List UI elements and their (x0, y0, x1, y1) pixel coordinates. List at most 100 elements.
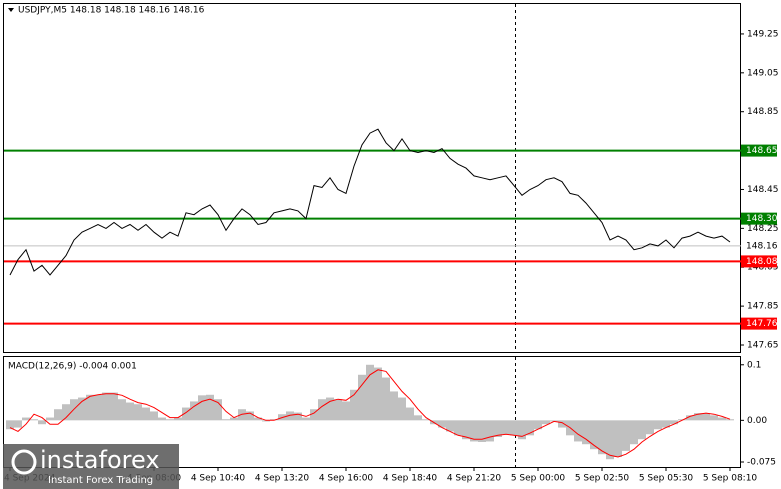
histogram-bar (406, 407, 414, 421)
histogram-bar (246, 411, 254, 421)
histogram-bar (614, 420, 622, 457)
histogram-bar (222, 419, 230, 421)
price-panel (3, 3, 741, 353)
level-label-box (741, 144, 777, 157)
histogram-bar (30, 419, 38, 421)
watermark-logo (11, 449, 37, 475)
symbol-icon (8, 8, 14, 12)
x-tick-label: 5 Sep 05:30 (639, 474, 694, 484)
histogram-bar (718, 417, 726, 421)
histogram-bar (478, 420, 486, 442)
y-tick-label: -0.075 (747, 458, 776, 468)
histogram-bar (6, 420, 14, 430)
histogram-bar (526, 420, 534, 436)
histogram-bar (334, 399, 342, 421)
histogram-bar (382, 377, 390, 421)
y-tick-label: 149.25 (747, 29, 779, 39)
histogram-bar (510, 420, 518, 436)
histogram-bar (422, 419, 430, 421)
y-tick-label: 148.85 (747, 107, 779, 117)
level-label: 148.16 (746, 241, 778, 251)
histogram-bar (62, 404, 70, 421)
histogram-bar (654, 420, 662, 430)
histogram-bar (38, 420, 46, 425)
histogram-bar (286, 411, 294, 421)
histogram-bar (190, 401, 198, 421)
histogram-bar (46, 417, 54, 421)
price-line (9, 128, 731, 276)
histogram-bar (574, 420, 582, 442)
macd-panel (3, 356, 741, 468)
histogram-bar (366, 364, 374, 421)
histogram-bar (94, 394, 102, 421)
level-label: 148.08 (746, 257, 778, 267)
histogram-bar (142, 407, 150, 421)
histogram-bar (622, 420, 630, 451)
x-tick-label: 5 Sep 08:10 (703, 474, 758, 484)
histogram-bar (166, 419, 174, 421)
histogram-bar (126, 402, 134, 421)
y-tick-label: 148.05 (747, 263, 779, 273)
histogram-bar (302, 417, 310, 421)
histogram-bar (134, 404, 142, 421)
x-tick-label: 4 Sep 10:40 (191, 474, 246, 484)
histogram-bar (318, 399, 326, 421)
level-label-box (741, 255, 777, 268)
histogram-bar (254, 417, 262, 421)
histogram-bar (110, 392, 118, 421)
histogram-bar (518, 420, 526, 440)
histogram-bar (694, 413, 702, 421)
histogram-bar (214, 399, 222, 421)
histogram-bar (238, 409, 246, 421)
histogram-bar (558, 420, 566, 428)
histogram-bar (78, 397, 86, 421)
histogram-bar (398, 397, 406, 421)
level-label-box (741, 239, 777, 252)
y-tick-label: 0.1 (747, 360, 761, 370)
histogram-bar (454, 420, 462, 436)
histogram-bar (606, 420, 614, 460)
y-tick-label: 149.05 (747, 68, 779, 78)
y-tick-label: 147.65 (747, 341, 779, 351)
histogram-bar (342, 401, 350, 421)
y-tick-label: 148.45 (747, 185, 779, 195)
level-label: 148.30 (746, 214, 778, 224)
macd-title: MACD(12,26,9) -0.004 0.001 (8, 362, 137, 372)
y-tick-label: 147.85 (747, 302, 779, 312)
histogram-bar (262, 420, 270, 422)
histogram-bar (702, 413, 710, 421)
histogram-bar (14, 420, 22, 428)
histogram-bar (86, 394, 94, 421)
level-label: 147.76 (746, 319, 778, 329)
histogram-bar (446, 420, 454, 432)
histogram-bar (206, 394, 214, 421)
plot: 149.25 149.05 148.85 148.45 148.25 148.05 147.… (4, 29, 779, 484)
y-tick-label: 0.00 (747, 416, 767, 426)
histogram-bar (494, 420, 502, 437)
level-label-box (741, 317, 777, 330)
x-tick-label: 5 Sep 00:00 (511, 474, 566, 484)
histogram-bar (470, 420, 478, 442)
chart-title: USDJPY,M5 148.18 148.18 148.16 148.16 (18, 6, 205, 16)
histogram-bar (294, 412, 302, 421)
histogram-bar (22, 417, 30, 421)
histogram-bar (326, 397, 334, 421)
histogram-bar (542, 420, 550, 425)
watermark-brand: instaforex (40, 446, 160, 474)
histogram-bar (462, 420, 470, 440)
x-tick-label: 4 Sep 21:20 (447, 474, 502, 484)
histogram-bar (390, 391, 398, 421)
histogram-bar (646, 420, 654, 435)
x-tick-label: 4 Sep 18:40 (383, 474, 438, 484)
histogram-bar (174, 417, 182, 421)
histogram-bar (102, 392, 110, 421)
histogram-bar (502, 420, 510, 435)
histogram-bar (486, 420, 494, 442)
histogram-bar (438, 420, 446, 428)
level-label-box (741, 212, 777, 225)
histogram-bar (118, 399, 126, 421)
histogram-bar (54, 409, 62, 421)
histogram-bar (670, 420, 678, 425)
level-label: 148.65 (746, 146, 778, 156)
